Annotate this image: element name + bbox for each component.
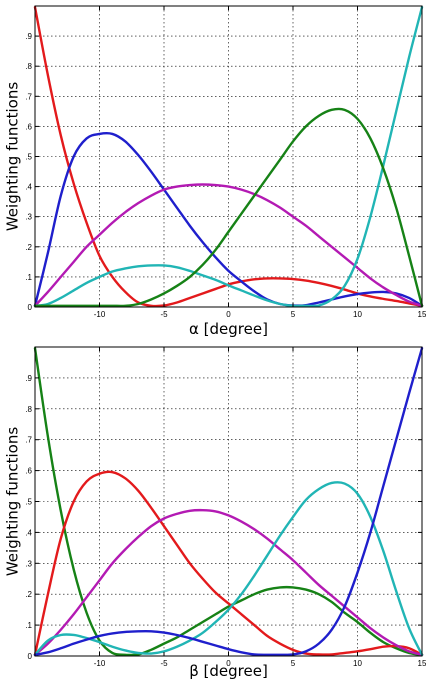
y-tick-label: .7 [25,436,32,445]
x-tick-label: 10 [353,659,362,668]
series-line-magenta [33,508,424,656]
y-tick-label: .5 [25,153,32,162]
beta-weighting-plot: -10 -5 0 5 10 15 0 .1 .2 .3 .4 .5 .6 .7 .8 .9 β [degree]… [4,346,426,680]
x-tick-label: -5 [160,659,168,668]
x-axis-label: β [degree] [189,662,268,680]
x-tick-label: -5 [160,310,168,319]
y-tick-label: .9 [25,374,32,383]
x-tick-label: 5 [291,310,296,319]
series-line-blue [33,131,424,307]
y-tick-label: .3 [25,559,32,568]
y-tick-label: .1 [25,621,32,630]
y-tick-label: .3 [25,213,32,222]
x-tick-label: 5 [291,659,296,668]
y-tick-label: .4 [25,183,32,192]
x-tick-label: -10 [94,310,106,319]
x-tick-label: 10 [353,310,362,319]
y-tick-label: .2 [25,590,32,599]
y-tick-label: .2 [25,243,32,252]
y-tick-label: .1 [25,273,32,282]
x-tick-label: -10 [94,659,106,668]
y-tick-label: .9 [25,32,32,41]
x-tick-label: 15 [418,659,426,668]
y-tick-label: 0 [28,652,33,661]
y-tick-label: .8 [25,62,32,71]
y-axis-label: Weighting functions [4,82,22,231]
y-tick-label: .5 [25,498,32,507]
y-tick-label: 0 [28,303,33,312]
y-axis-label: Weighting functions [4,427,22,576]
y-tick-label: .6 [25,122,32,131]
series-line-cyan [33,481,424,656]
alpha-weighting-plot: -10 -5 0 5 10 15 0 .1 .2 .3 .4 .5 .6 .7 .8 .9 α [degree]… [4,5,426,338]
y-tick-label: .6 [25,467,32,476]
y-tick-label: .4 [25,528,32,537]
x-tick-label: 15 [418,310,426,319]
x-axis-label: α [degree] [189,320,268,338]
series-line-cyan [33,6,424,308]
series-line-red [33,470,424,656]
y-tick-label: .8 [25,405,32,414]
x-tick-label: 0 [226,659,231,668]
y-tick-label: .7 [25,92,32,101]
series-line-magenta [33,183,424,307]
series-line-blue [33,347,424,657]
x-tick-label: 0 [226,310,231,319]
